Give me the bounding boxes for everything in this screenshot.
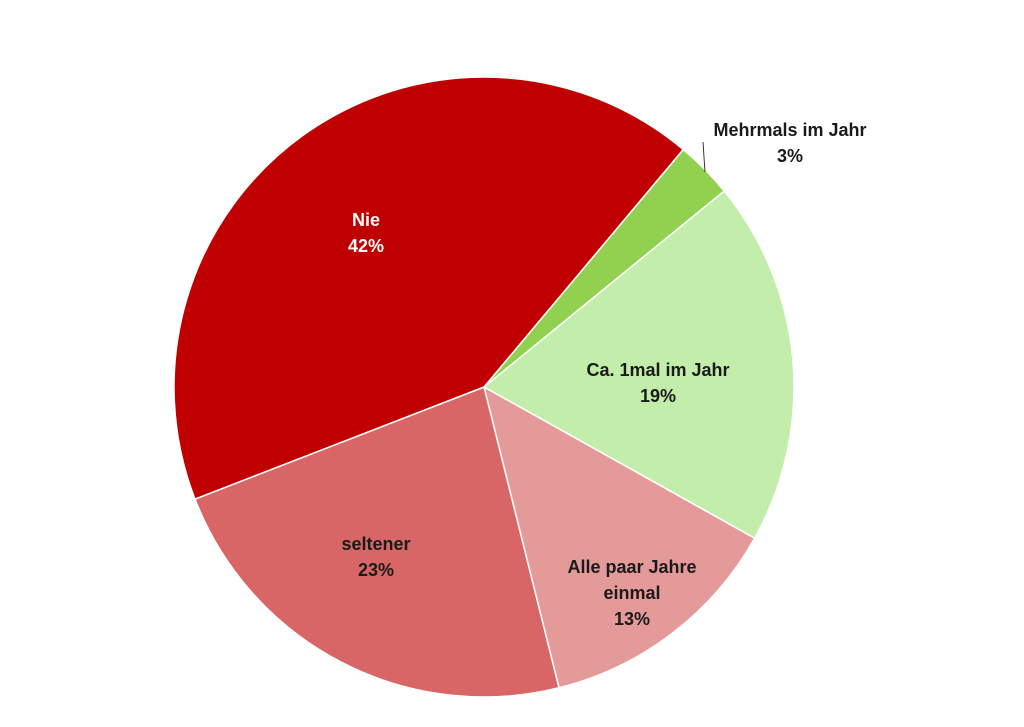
slice-value-4: 42% (348, 236, 384, 256)
slice-label-text-4: Nie (352, 210, 380, 230)
pie-slice-2 (482, 385, 756, 689)
slice-label-0: Mehrmals im Jahr 3% (713, 120, 866, 166)
slice-value-3: 23% (358, 560, 394, 580)
slice-label-3: seltener 23% (341, 534, 410, 580)
slice-label-4: Nie 42% (348, 210, 384, 256)
leader-line-0 (702, 141, 706, 173)
slice-label-text-0: Mehrmals im Jahr (713, 120, 866, 140)
slice-label-2: Alle paar Jahre einmal 13% (567, 557, 696, 629)
slice-value-1: 19% (640, 386, 676, 406)
slice-label-text-2: Alle paar Jahre (567, 557, 696, 577)
slice-label-1: Ca. 1mal im Jahr 19% (586, 360, 729, 406)
slice-label-text-2: einmal (603, 583, 660, 603)
slice-label-text-1: Ca. 1mal im Jahr (586, 360, 729, 380)
slice-value-0: 3% (777, 146, 803, 166)
pie-slice-1 (482, 190, 795, 540)
slice-value-2: 13% (614, 609, 650, 629)
slice-label-text-3: seltener (341, 534, 410, 554)
pie-slices (173, 76, 795, 698)
pie-slice-4 (173, 76, 685, 501)
pie-labels: Mehrmals im Jahr 3% Ca. 1mal im Jahr 19% All… (341, 120, 866, 629)
